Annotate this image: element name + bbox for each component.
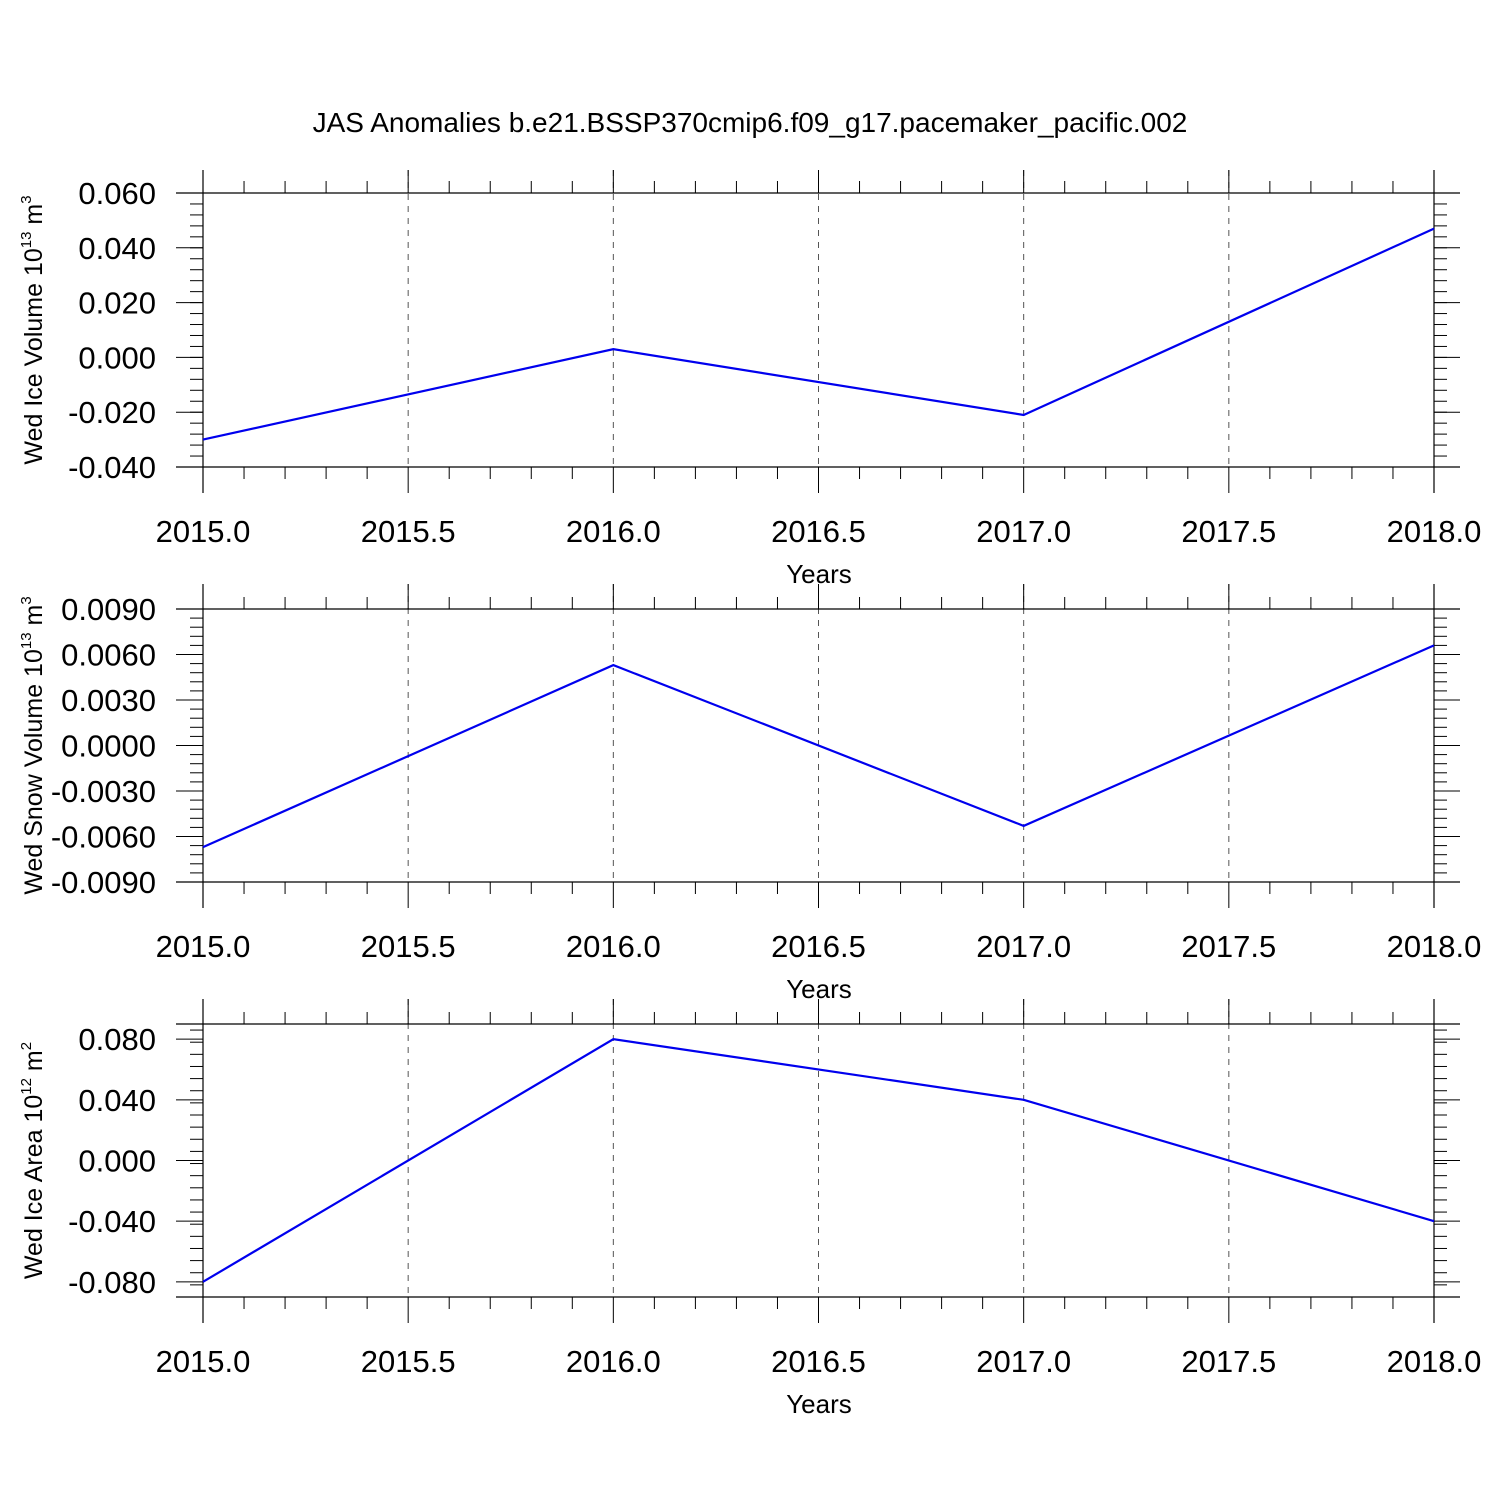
y-tick-label: 0.080 — [78, 1022, 156, 1057]
y-axis-label-unit: m — [20, 204, 48, 232]
y-tick-label: 0.040 — [78, 231, 156, 266]
y-axis-label-unit: m — [20, 605, 48, 633]
y-tick-label: 0.0090 — [61, 592, 156, 627]
y-tick-label: 0.000 — [78, 340, 156, 375]
x-tick-label: 2016.5 — [771, 1344, 866, 1379]
y-axis-label-unit-exponent: 2 — [18, 1042, 35, 1050]
x-tick-label: 2017.5 — [1181, 1344, 1276, 1379]
y-axis-label-exponent: 13 — [18, 232, 35, 249]
x-tick-label: 2018.0 — [1387, 514, 1482, 549]
y-tick-label: -0.040 — [68, 450, 156, 485]
x-tick-label: 2015.0 — [156, 514, 251, 549]
x-tick-label: 2017.0 — [976, 514, 1071, 549]
series-line — [202, 1038, 1435, 1283]
x-tick-label: 2018.0 — [1387, 1344, 1482, 1379]
x-axis-label: Years — [786, 1389, 852, 1419]
y-axis-label-prefix: Wed Ice Volume 10 — [20, 248, 48, 464]
y-tick-label: 0.020 — [78, 286, 156, 321]
y-tick-label: 0.0060 — [61, 638, 156, 673]
y-axis-label-exponent: 12 — [18, 1078, 35, 1095]
x-tick-label: 2016.5 — [771, 929, 866, 964]
y-axis-label-unit: m — [20, 1050, 48, 1078]
y-axis-label-exponent: 13 — [18, 632, 35, 649]
series-line — [202, 227, 1435, 441]
y-tick-label: 0.0000 — [61, 729, 156, 764]
y-tick-label: -0.0030 — [51, 774, 156, 809]
panel-3: 2015.0 2015.5 2016.0 2016.5 2017.0 2017.5 2018… — [18, 999, 1481, 1419]
x-tick-label: 2017.0 — [976, 1344, 1071, 1379]
x-tick-label: 2016.0 — [566, 514, 661, 549]
panel-2: 2015.0 2015.5 2016.0 2016.5 2017.0 2017.5 2018… — [18, 584, 1481, 1004]
y-tick-label: 0.0030 — [61, 683, 156, 718]
x-tick-label: 2016.0 — [566, 929, 661, 964]
x-tick-label: 2016.5 — [771, 514, 866, 549]
y-tick-label: -0.0060 — [51, 820, 156, 855]
x-tick-label: 2017.5 — [1181, 929, 1276, 964]
y-tick-label: 0.040 — [78, 1083, 156, 1118]
panel-1: 2015.0 2015.5 2016.0 2016.5 2017.0 2017.5 2018… — [18, 170, 1481, 589]
x-tick-label: 2017.5 — [1181, 514, 1276, 549]
y-axis-label: Wed Ice Area 1012 m2 — [18, 1042, 48, 1279]
x-tick-label: 2016.0 — [566, 1344, 661, 1379]
y-axis-label-unit-exponent: 3 — [18, 596, 35, 604]
x-tick-label: 2018.0 — [1387, 929, 1482, 964]
y-tick-label: 0.060 — [78, 176, 156, 211]
y-axis-label-prefix: Wed Ice Area 10 — [20, 1095, 48, 1279]
x-tick-label: 2015.5 — [361, 514, 456, 549]
x-tick-label: 2017.0 — [976, 929, 1071, 964]
x-tick-label: 2015.5 — [361, 929, 456, 964]
y-tick-label: -0.040 — [68, 1204, 156, 1239]
x-tick-label: 2015.0 — [156, 929, 251, 964]
y-axis-label: Wed Snow Volume 1013 m3 — [18, 596, 48, 894]
y-tick-label: 0.000 — [78, 1144, 156, 1179]
y-tick-label: -0.0090 — [51, 865, 156, 900]
y-axis-label-unit-exponent: 3 — [18, 195, 35, 203]
y-axis-label: Wed Ice Volume 1013 m3 — [18, 195, 48, 464]
x-tick-label: 2015.0 — [156, 1344, 251, 1379]
x-tick-label: 2015.5 — [361, 1344, 456, 1379]
y-axis-label-prefix: Wed Snow Volume 10 — [20, 649, 48, 895]
series-line — [202, 644, 1435, 849]
y-tick-label: -0.020 — [68, 395, 156, 430]
figure-title: JAS Anomalies b.e21.BSSP370cmip6.f09_g17… — [313, 107, 1188, 138]
y-tick-label: -0.080 — [68, 1265, 156, 1300]
panels: 2015.0 2015.5 2016.0 2016.5 2017.0 2017.5 2018… — [18, 170, 1481, 1419]
